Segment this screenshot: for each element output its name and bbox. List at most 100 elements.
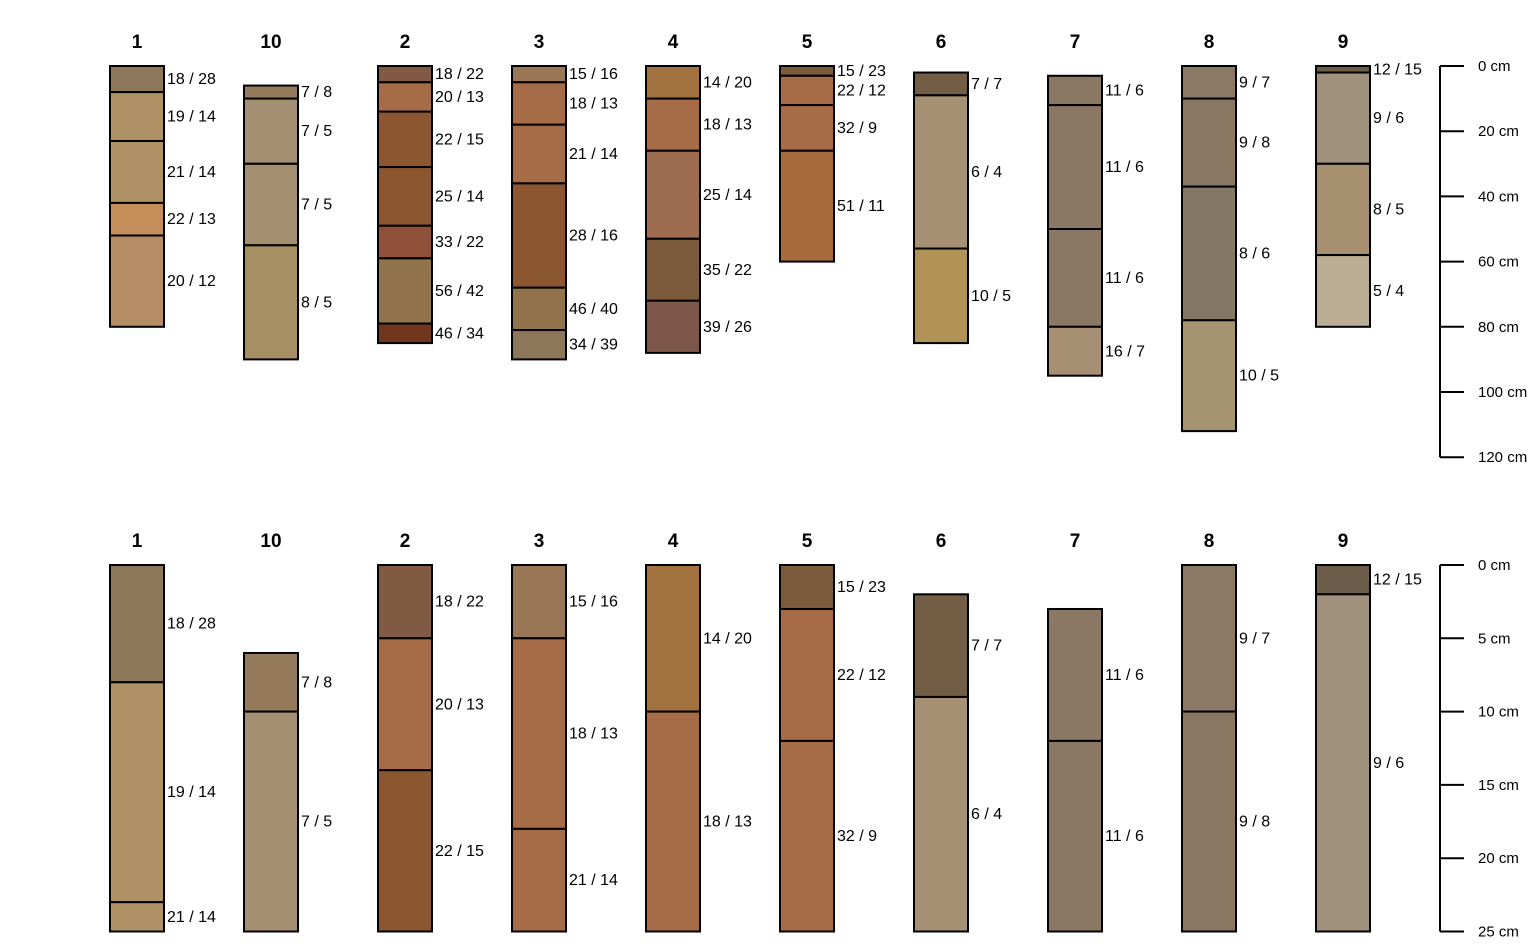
horizon-label: 34 / 39 bbox=[569, 337, 618, 354]
profile-7: 7 11 / 6 11 / 6 bbox=[1047, 531, 1144, 933]
horizon-label: 12 / 15 bbox=[1373, 61, 1422, 78]
horizon-label: 19 / 14 bbox=[167, 109, 216, 126]
horizon-rect bbox=[1181, 185, 1237, 322]
horizon-label: 7 / 7 bbox=[971, 76, 1002, 93]
depth-tick-label: 120 cm bbox=[1478, 449, 1527, 466]
horizon-label: 22 / 15 bbox=[435, 843, 484, 860]
horizon-label: 18 / 28 bbox=[167, 616, 216, 633]
profile-label: 10 bbox=[260, 531, 281, 552]
profile-3: 3 15 / 16 18 / 13 21 / 14 28 / 16 46 / 40 34 /… bbox=[511, 32, 618, 361]
profile-10: 10 7 / 8 7 / 5 7 / 5 8 / 5 bbox=[243, 32, 332, 361]
depth-axis: 0 cm 5 cm 10 cm 15 cm 20 cm 25 cm bbox=[1439, 557, 1519, 941]
depth-tick-label: 80 cm bbox=[1478, 319, 1519, 336]
horizon-label: 32 / 9 bbox=[837, 828, 877, 845]
profile-5: 5 15 / 23 22 / 12 32 / 9 51 / 11 bbox=[779, 32, 886, 263]
horizon-rect bbox=[1315, 564, 1371, 596]
horizon-label: 22 / 12 bbox=[837, 667, 886, 684]
profile-label: 1 bbox=[132, 32, 143, 53]
horizon-rect bbox=[377, 65, 433, 84]
horizon-label: 25 / 14 bbox=[435, 188, 484, 205]
profile-5: 5 15 / 23 22 / 12 32 / 9 bbox=[779, 531, 886, 933]
horizon-rect bbox=[511, 81, 567, 126]
depth-tick-label: 0 cm bbox=[1478, 58, 1511, 75]
horizon-label: 15 / 16 bbox=[569, 66, 618, 83]
horizon-label: 11 / 6 bbox=[1105, 828, 1144, 845]
horizon-label: 56 / 42 bbox=[435, 283, 484, 300]
horizon-rect bbox=[377, 564, 433, 640]
horizon-rect bbox=[779, 739, 835, 933]
depth-tick-label: 25 cm bbox=[1478, 924, 1519, 941]
horizon-rect bbox=[645, 65, 701, 100]
profile-label: 4 bbox=[668, 531, 679, 552]
horizon-label: 51 / 11 bbox=[837, 198, 885, 215]
horizon-rect bbox=[109, 139, 165, 204]
horizon-rect bbox=[779, 74, 835, 107]
depth-tick-label: 20 cm bbox=[1478, 123, 1519, 140]
horizon-rect bbox=[913, 593, 969, 698]
profile-label: 6 bbox=[936, 531, 947, 552]
depth-tick-label: 10 cm bbox=[1478, 704, 1519, 721]
horizon-label: 21 / 14 bbox=[569, 146, 618, 163]
horizon-rect bbox=[109, 201, 165, 237]
profile-6: 6 7 / 7 6 / 4 bbox=[913, 531, 1002, 933]
depth-tick-label: 60 cm bbox=[1478, 254, 1519, 271]
horizon-label: 9 / 7 bbox=[1239, 630, 1270, 647]
horizon-label: 7 / 7 bbox=[971, 638, 1002, 655]
horizon-rect bbox=[243, 84, 299, 100]
profile-label: 9 bbox=[1338, 531, 1349, 552]
horizon-rect bbox=[779, 149, 835, 263]
horizon-label: 7 / 8 bbox=[301, 84, 332, 101]
horizon-label: 16 / 7 bbox=[1105, 343, 1145, 360]
horizon-rect bbox=[1047, 228, 1103, 328]
horizon-label: 8 / 6 bbox=[1239, 245, 1270, 262]
horizon-rect bbox=[1315, 71, 1371, 165]
horizon-label: 39 / 26 bbox=[703, 319, 752, 336]
horizon-rect bbox=[109, 681, 165, 904]
horizon-label: 11 / 6 bbox=[1105, 159, 1144, 176]
profile-1: 1 18 / 28 19 / 14 21 / 14 22 / 13 20 / 12 bbox=[109, 32, 216, 328]
horizon-rect bbox=[645, 299, 701, 354]
profile-4: 4 14 / 20 18 / 13 25 / 14 35 / 22 39 / 26 bbox=[645, 32, 752, 354]
depth-tick-label: 15 cm bbox=[1478, 777, 1519, 794]
horizon-rect bbox=[377, 110, 433, 169]
profile-8: 8 9 / 7 9 / 8 bbox=[1181, 531, 1270, 933]
horizon-rect bbox=[645, 149, 701, 240]
depth-tick-label: 100 cm bbox=[1478, 384, 1527, 401]
horizon-label: 18 / 22 bbox=[435, 66, 484, 83]
horizon-label: 18 / 22 bbox=[435, 594, 484, 611]
panel-1: 1 18 / 28 19 / 14 21 / 14 22 / 13 20 / 12 10 7 … bbox=[109, 32, 1527, 466]
profile-2: 2 18 / 22 20 / 13 22 / 15 25 / 14 33 / 22 56 /… bbox=[377, 32, 484, 345]
profile-label: 5 bbox=[802, 531, 813, 552]
horizon-rect bbox=[377, 81, 433, 113]
profile-label: 6 bbox=[936, 32, 947, 53]
horizon-label: 8 / 5 bbox=[1373, 201, 1404, 218]
horizon-rect bbox=[243, 244, 299, 361]
horizon-rect bbox=[779, 104, 835, 152]
profile-label: 5 bbox=[802, 32, 813, 53]
horizon-rect bbox=[1047, 74, 1103, 107]
horizon-label: 10 / 5 bbox=[971, 288, 1011, 305]
horizon-rect bbox=[1315, 593, 1371, 933]
horizon-rect bbox=[1047, 104, 1103, 230]
depth-tick-label: 5 cm bbox=[1478, 630, 1511, 647]
horizon-label: 25 / 14 bbox=[703, 187, 752, 204]
horizon-label: 5 / 4 bbox=[1373, 283, 1404, 300]
profile-label: 3 bbox=[534, 531, 545, 552]
horizon-label: 9 / 6 bbox=[1373, 755, 1404, 772]
horizon-rect bbox=[377, 224, 433, 260]
horizon-label: 10 / 5 bbox=[1239, 368, 1279, 385]
horizon-rect bbox=[1315, 254, 1371, 328]
horizon-rect bbox=[511, 564, 567, 640]
horizon-rect bbox=[1315, 162, 1371, 257]
horizon-rect bbox=[1047, 739, 1103, 933]
horizon-rect bbox=[377, 322, 433, 345]
horizon-label: 46 / 34 bbox=[435, 325, 484, 342]
depth-tick-label: 40 cm bbox=[1478, 188, 1519, 205]
horizon-rect bbox=[913, 94, 969, 250]
horizon-rect bbox=[1181, 65, 1237, 100]
horizon-label: 7 / 8 bbox=[301, 674, 332, 691]
horizon-label: 46 / 40 bbox=[569, 301, 618, 318]
depth-tick-label: 20 cm bbox=[1478, 850, 1519, 867]
horizon-rect bbox=[1047, 607, 1103, 742]
profile-7: 7 11 / 6 11 / 6 11 / 6 16 / 7 bbox=[1047, 32, 1145, 377]
